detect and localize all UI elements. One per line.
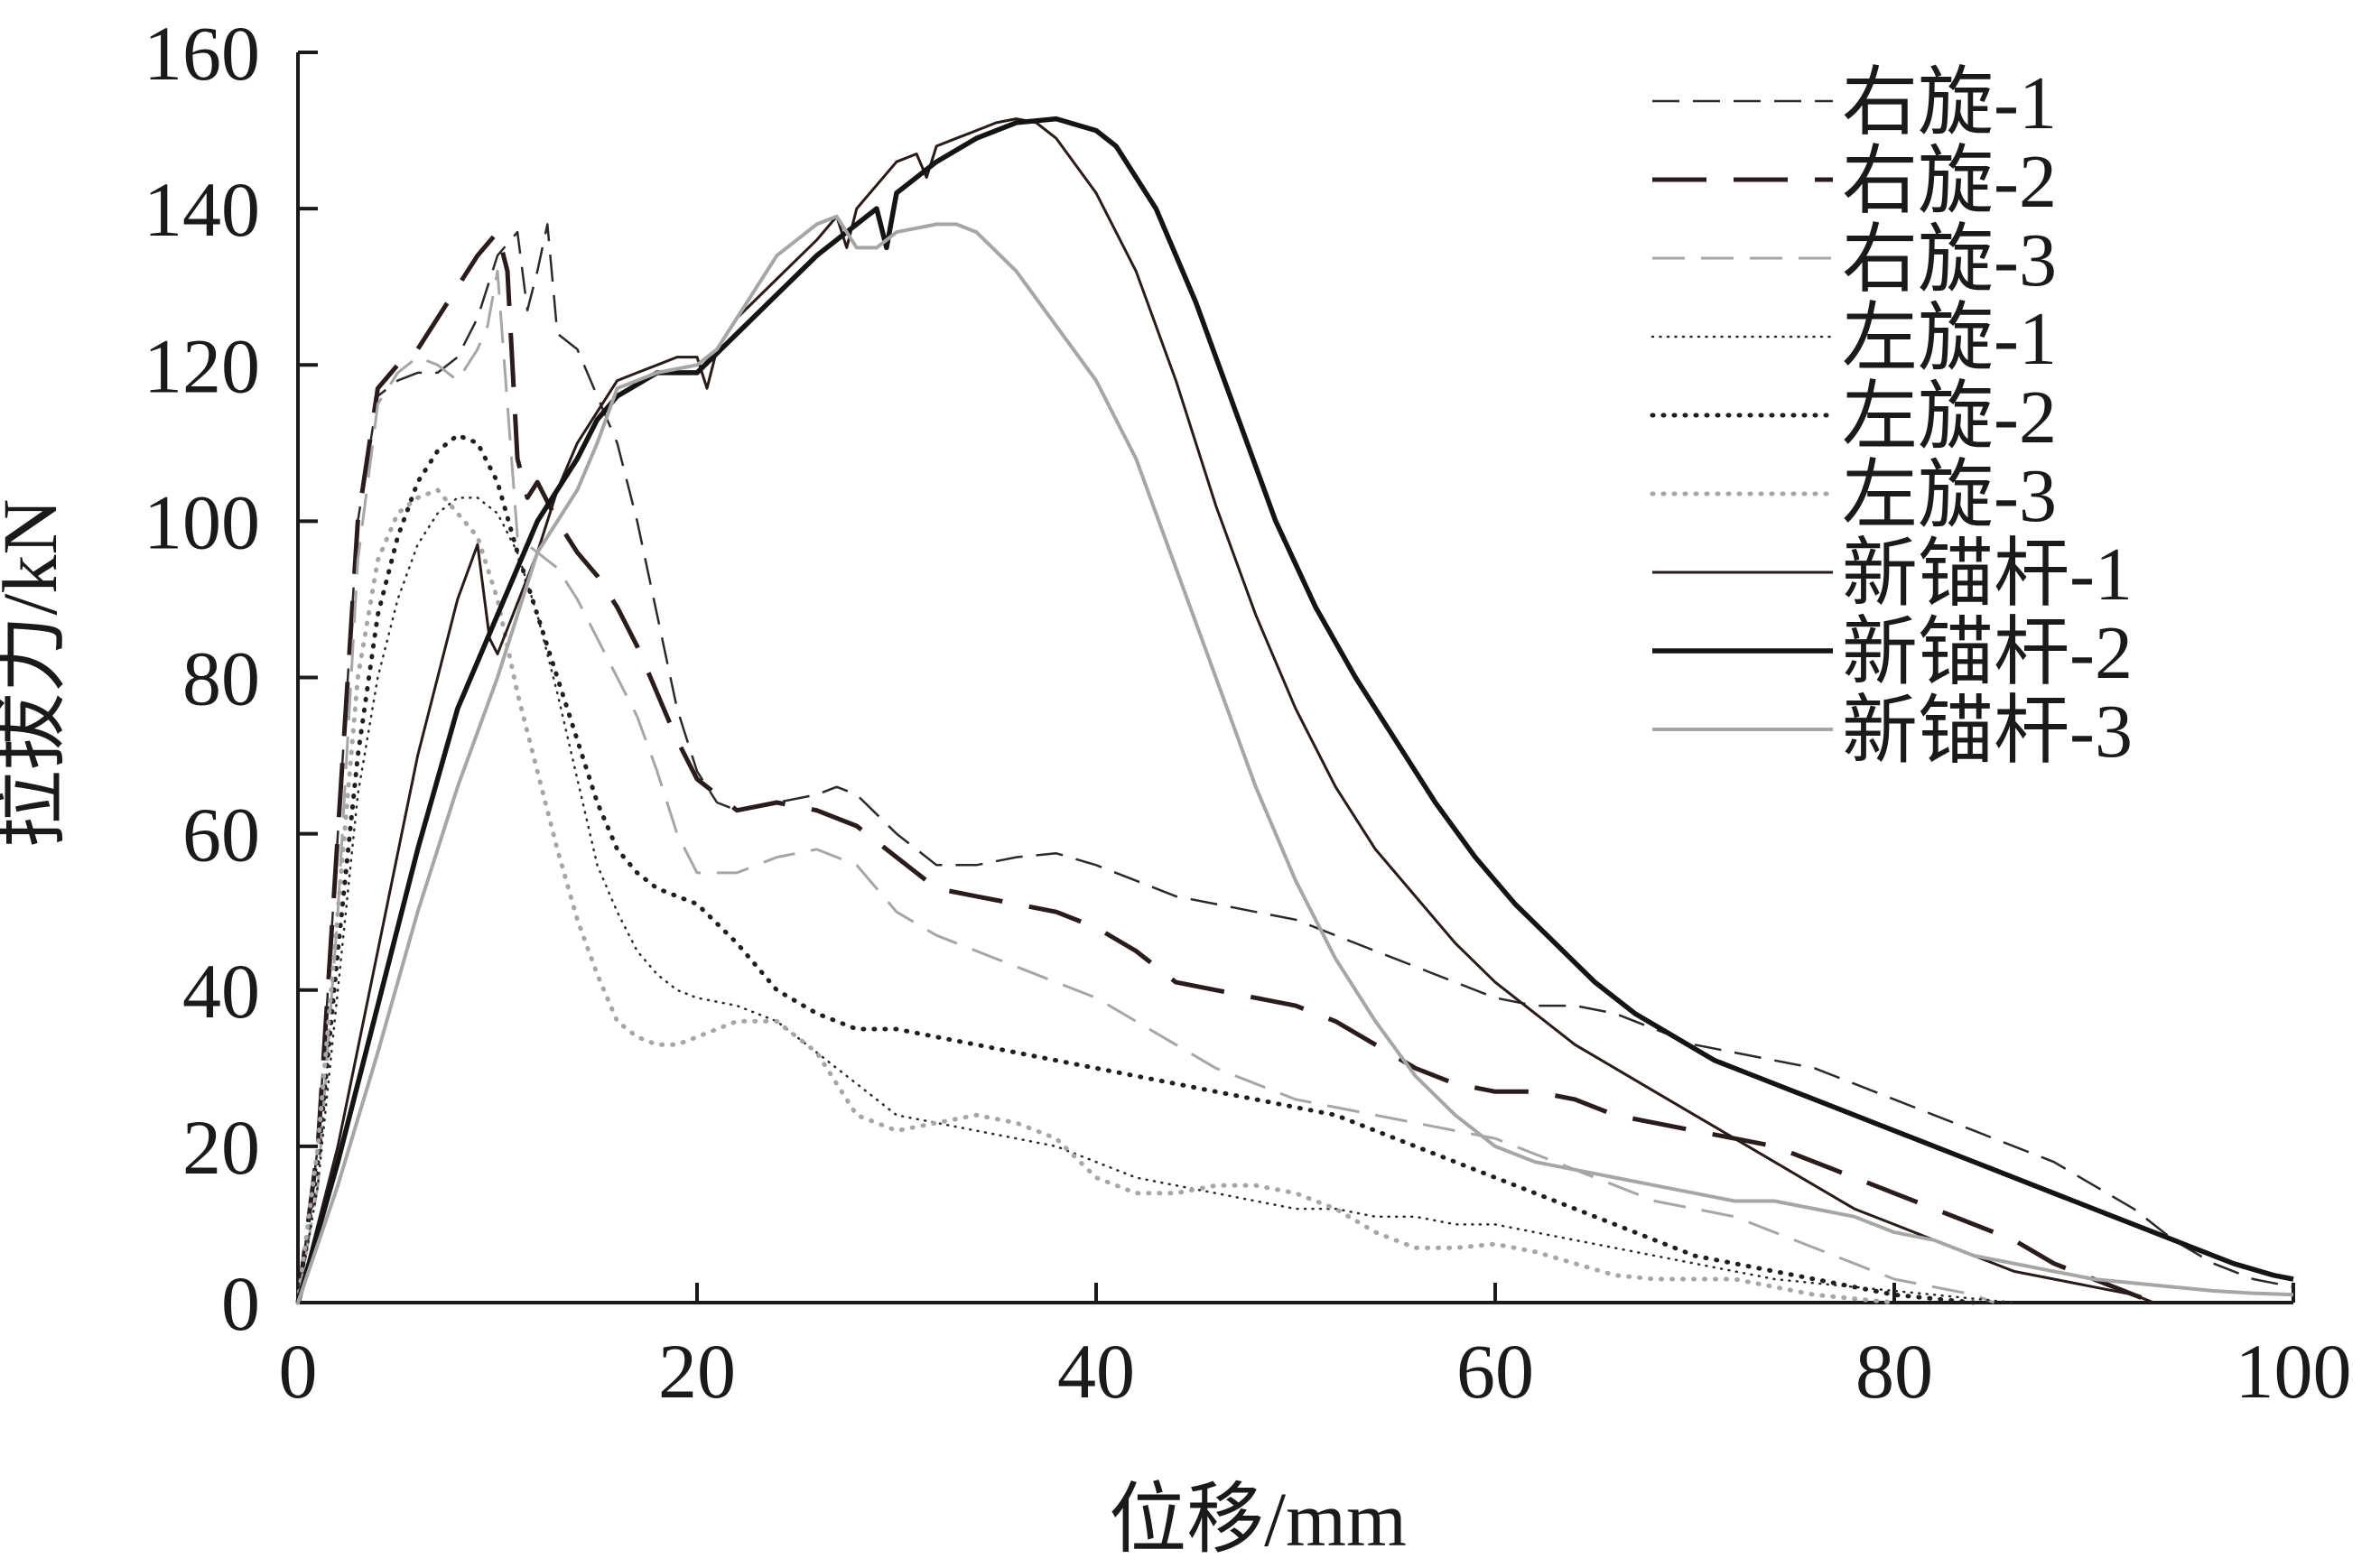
legend-label-9: 新锚杆-3 — [1842, 690, 2133, 774]
x-tick-label: 20 — [658, 1328, 736, 1415]
y-axis-title: 拉拔力/kN — [0, 499, 73, 849]
x-tick-label: 0 — [279, 1328, 318, 1415]
y-tick-label: 100 — [144, 478, 260, 565]
y-tick-label: 0 — [221, 1260, 260, 1347]
series-line-5 — [295, 432, 1976, 1305]
series-line-1 — [296, 223, 2294, 1304]
axes: 0 20 40 60 80 100 0 20 40 60 80 100 120 140 160 — [144, 10, 2352, 1415]
legend-label-2: 右旋-2 — [1842, 140, 2057, 224]
series-line-9 — [296, 214, 2294, 1304]
y-tick-label: 160 — [144, 10, 260, 97]
legend-label-4: 左旋-1 — [1842, 297, 2057, 381]
legend-label-8: 新锚杆-2 — [1842, 611, 2133, 695]
series-line-3 — [296, 269, 1995, 1304]
legend-label-3: 右旋-3 — [1842, 218, 2057, 302]
y-tick-label: 120 — [144, 322, 260, 409]
series-line-2 — [295, 229, 2155, 1305]
legend-label-6: 左旋-3 — [1842, 454, 2057, 538]
x-tick-label: 100 — [2236, 1328, 2352, 1415]
x-axis-title: 位移/mm — [1109, 1476, 1407, 1563]
x-tick-label: 40 — [1057, 1328, 1135, 1415]
y-tick-label: 80 — [182, 636, 260, 722]
x-tick-label: 60 — [1456, 1328, 1534, 1415]
series-line-4 — [296, 496, 2015, 1304]
series-line-8 — [295, 116, 2294, 1304]
y-tick-label: 40 — [182, 948, 260, 1035]
legend-label-7: 新锚杆-1 — [1842, 533, 2133, 617]
y-tick-label: 20 — [182, 1104, 260, 1191]
series-layer — [295, 116, 2294, 1305]
series-line-7 — [296, 117, 2154, 1304]
legend-label-5: 左旋-2 — [1842, 376, 2057, 459]
legend-label-1: 右旋-1 — [1842, 61, 2057, 145]
y-tick-label: 60 — [182, 792, 260, 878]
y-tick-label: 140 — [144, 166, 260, 253]
x-tick-label: 80 — [1855, 1328, 1933, 1415]
